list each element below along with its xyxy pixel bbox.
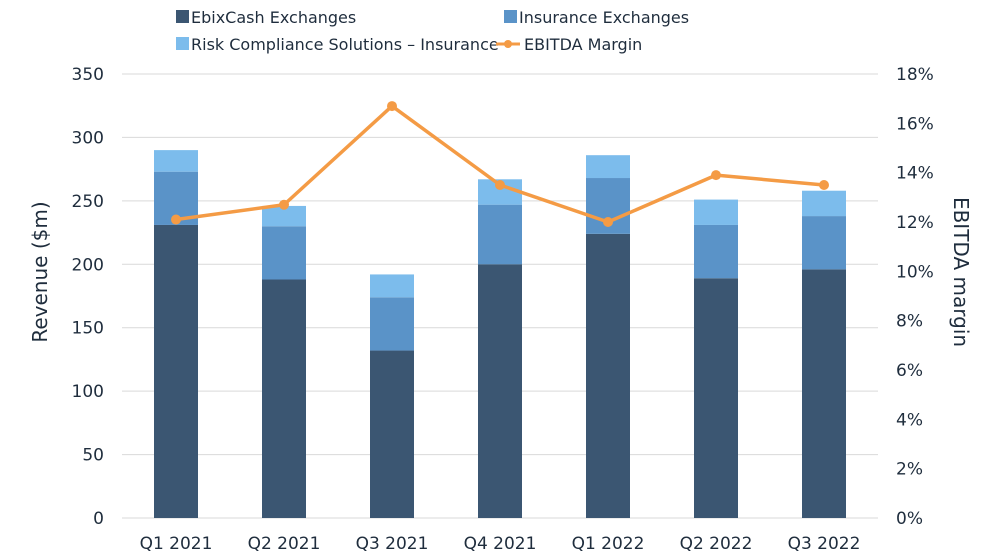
x-tick-label: Q1 2022 xyxy=(572,534,645,554)
y-tick-label: 350 xyxy=(72,65,104,85)
y-tick-label: 150 xyxy=(72,319,104,339)
ebitda-point xyxy=(387,101,397,112)
bar-risk-compliance xyxy=(802,190,846,217)
legend-label-risk-compliance: Risk Compliance Solutions – Insurance xyxy=(191,35,499,54)
y2-tick-label: 10% xyxy=(896,262,934,282)
ebitda-point xyxy=(279,199,289,210)
y-axis-left: 0 50 100 150 200 250 300 350 xyxy=(72,65,104,529)
x-tick-label: Q3 2022 xyxy=(788,534,861,554)
bar-ebixcash xyxy=(694,278,738,518)
bar-risk-compliance xyxy=(262,205,306,227)
bar-risk-compliance xyxy=(154,150,198,172)
legend-label-ebixcash: EbixCash Exchanges xyxy=(191,8,356,27)
y-axis-right: 0% 2% 4% 6% 8% 10% 12% 14% 16% 18% xyxy=(896,65,934,529)
bar-insurance xyxy=(370,297,414,351)
bar-ebixcash xyxy=(262,279,306,518)
legend: EbixCash Exchanges Insurance Exchanges R… xyxy=(176,8,689,54)
ebitda-point xyxy=(171,214,181,225)
y-tick-label: 0 xyxy=(93,509,104,529)
y2-tick-label: 2% xyxy=(896,460,923,480)
x-axis: Q1 2021 Q2 2021 Q3 2021 Q4 2021 Q1 2022 Q2 20… xyxy=(140,534,861,554)
x-tick-label: Q2 2021 xyxy=(248,534,321,554)
legend-marker-ebitda xyxy=(504,40,512,48)
legend-swatch-insurance xyxy=(504,10,517,23)
y-tick-label: 300 xyxy=(72,128,104,148)
bar-ebixcash xyxy=(586,233,630,518)
ebitda-point xyxy=(603,217,613,227)
bar-insurance xyxy=(802,216,846,270)
y-tick-label: 50 xyxy=(82,446,104,466)
bar-insurance xyxy=(694,224,738,279)
bar-risk-compliance xyxy=(370,274,414,298)
x-tick-label: Q3 2021 xyxy=(356,534,429,554)
y2-tick-label: 6% xyxy=(896,361,923,381)
legend-label-insurance: Insurance Exchanges xyxy=(519,8,689,27)
bar-ebixcash xyxy=(154,224,198,518)
bar-ebixcash xyxy=(478,264,522,518)
bar-risk-compliance xyxy=(694,199,738,225)
bar-ebixcash xyxy=(370,350,414,518)
y2-tick-label: 18% xyxy=(896,65,934,85)
y2-tick-label: 4% xyxy=(896,410,923,430)
bar-risk-compliance xyxy=(586,155,630,179)
ebitda-line xyxy=(171,101,829,227)
bar-insurance xyxy=(478,204,522,265)
bar-ebixcash xyxy=(802,269,846,518)
ebitda-point xyxy=(819,180,829,190)
legend-label-ebitda: EBITDA Margin xyxy=(524,35,642,54)
legend-swatch-risk-compliance xyxy=(176,37,189,50)
y-axis-title: Revenue ($m) xyxy=(28,201,52,342)
y2-tick-label: 12% xyxy=(896,213,934,233)
y2-tick-label: 8% xyxy=(896,312,923,332)
y2-tick-label: 16% xyxy=(896,114,934,134)
bar-insurance xyxy=(262,226,306,280)
y-tick-label: 200 xyxy=(72,255,104,275)
bars xyxy=(154,150,846,518)
y2-tick-label: 14% xyxy=(896,164,934,184)
x-tick-label: Q4 2021 xyxy=(464,534,537,554)
x-tick-label: Q1 2021 xyxy=(140,534,213,554)
legend-swatch-ebixcash xyxy=(176,10,189,23)
ebitda-point xyxy=(495,180,505,190)
y2-axis-title: EBITDA margin xyxy=(949,197,973,347)
y2-tick-label: 0% xyxy=(896,509,923,529)
y-tick-label: 250 xyxy=(72,192,104,212)
x-tick-label: Q2 2022 xyxy=(680,534,753,554)
ebitda-point xyxy=(711,170,721,181)
y-tick-label: 100 xyxy=(72,382,104,402)
